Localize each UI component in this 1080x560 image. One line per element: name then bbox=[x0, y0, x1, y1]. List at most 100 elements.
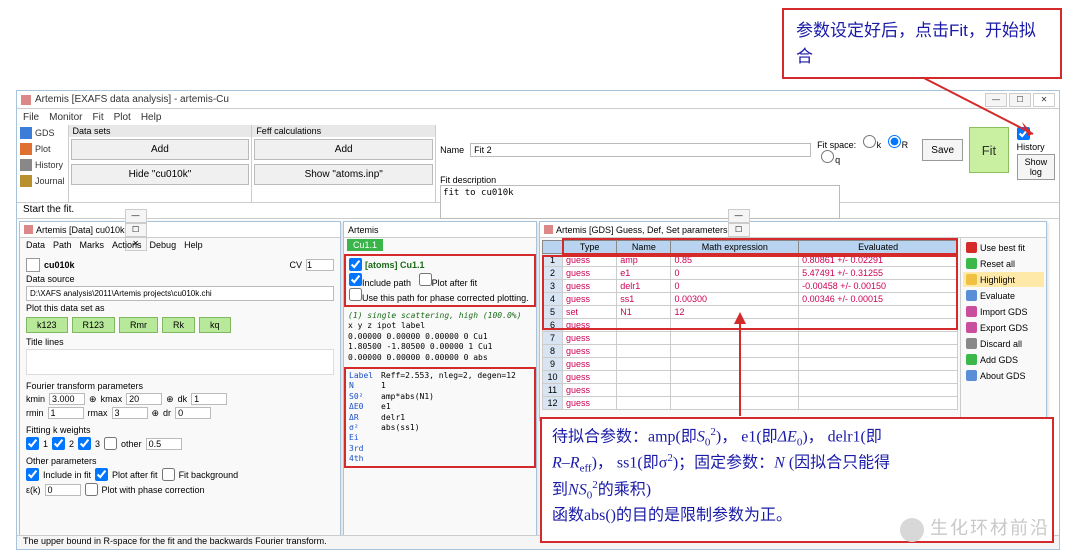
datasets-add-button[interactable]: Add bbox=[71, 139, 250, 160]
gds-icon bbox=[20, 127, 32, 139]
minimize-button[interactable]: — bbox=[985, 93, 1007, 107]
kother-check[interactable] bbox=[104, 437, 117, 450]
kother-input[interactable] bbox=[146, 438, 182, 450]
fit-button[interactable]: Fit bbox=[969, 127, 1008, 173]
cv-input[interactable] bbox=[306, 259, 334, 271]
table-row[interactable]: 9guess bbox=[543, 358, 958, 371]
gds-titlebar: Artemis [GDS] Guess, Def, Set parameters… bbox=[540, 222, 1046, 238]
fitbg-check[interactable] bbox=[162, 468, 175, 481]
plot-after-check[interactable] bbox=[419, 273, 432, 286]
dr-input[interactable] bbox=[175, 407, 211, 419]
dk-input[interactable] bbox=[191, 393, 227, 405]
gds-window-icon bbox=[544, 225, 553, 234]
other-params-label: Other parameters bbox=[26, 456, 334, 466]
rmax-input[interactable] bbox=[112, 407, 148, 419]
gds-max[interactable]: ☐ bbox=[728, 223, 750, 237]
data-name: cu010k bbox=[44, 260, 75, 270]
table-row[interactable]: 12guess bbox=[543, 397, 958, 410]
path-tab[interactable]: Cu1.1 bbox=[347, 239, 383, 251]
plot-icon bbox=[20, 143, 32, 155]
rmin-input[interactable] bbox=[48, 407, 84, 419]
main-menubar: File Monitor Fit Plot Help bbox=[17, 109, 1059, 125]
table-row[interactable]: 6guess bbox=[543, 319, 958, 332]
menu-fit[interactable]: Fit bbox=[92, 112, 103, 123]
gds-side-add-gds[interactable]: Add GDS bbox=[963, 352, 1044, 367]
path-checkbox[interactable] bbox=[349, 258, 362, 271]
data-window-menu: DataPathMarksActionsDebugHelp bbox=[20, 238, 340, 252]
table-row[interactable]: 2guesse105.47491 +/- 0.31255 bbox=[543, 267, 958, 280]
table-row[interactable]: 3guessdelr10-0.00458 +/- 0.00150 bbox=[543, 280, 958, 293]
gds-side-import-gds[interactable]: Import GDS bbox=[963, 304, 1044, 319]
history-checkbox[interactable]: History bbox=[1017, 127, 1055, 152]
eik-input[interactable] bbox=[45, 484, 81, 496]
k3-check[interactable] bbox=[78, 437, 91, 450]
title-lines-label: Title lines bbox=[26, 337, 334, 347]
gds-side-export-gds[interactable]: Export GDS bbox=[963, 320, 1044, 335]
data-min[interactable]: — bbox=[125, 209, 147, 223]
table-row[interactable]: 5setN112 bbox=[543, 306, 958, 319]
data-max[interactable]: ☐ bbox=[125, 223, 147, 237]
btn-k123[interactable]: k123 bbox=[26, 317, 68, 333]
feff-show-button[interactable]: Show "atoms.inp" bbox=[254, 164, 433, 185]
gds-window: Artemis [GDS] Guess, Def, Set parameters… bbox=[539, 221, 1047, 421]
gds-side-highlight[interactable]: Highlight bbox=[963, 272, 1044, 287]
table-row[interactable]: 11guess bbox=[543, 384, 958, 397]
fitspace-q[interactable] bbox=[821, 150, 834, 163]
btn-rmr[interactable]: Rmr bbox=[119, 317, 158, 333]
table-row[interactable]: 8guess bbox=[543, 345, 958, 358]
plotafter-check[interactable] bbox=[95, 468, 108, 481]
atoms-label: [atoms] Cu1.1 bbox=[365, 260, 425, 270]
phcorr-check[interactable] bbox=[85, 483, 98, 496]
k1-check[interactable] bbox=[26, 437, 39, 450]
include-check[interactable] bbox=[26, 468, 39, 481]
right-checks: History Show log bbox=[1013, 125, 1059, 202]
table-row[interactable]: 7guess bbox=[543, 332, 958, 345]
kmax-input[interactable] bbox=[126, 393, 162, 405]
feff-add-button[interactable]: Add bbox=[254, 139, 433, 160]
toolbar-journal[interactable]: Journal bbox=[17, 173, 68, 189]
datasets-hide-button[interactable]: Hide "cu010k" bbox=[71, 164, 250, 185]
datasource-label: Data source bbox=[26, 274, 334, 284]
use-path-check[interactable] bbox=[349, 288, 362, 301]
menu-file[interactable]: File bbox=[23, 112, 39, 123]
table-row[interactable]: 10guess bbox=[543, 371, 958, 384]
toolbar-gds[interactable]: GDS bbox=[17, 125, 68, 141]
gds-side-about-gds[interactable]: About GDS bbox=[963, 368, 1044, 383]
data-window-titlebar: Artemis [Data] cu010k —☐✕ bbox=[20, 222, 340, 238]
ft-params-label: Fourier transform parameters bbox=[26, 381, 334, 391]
kmin-input[interactable] bbox=[49, 393, 85, 405]
menu-monitor[interactable]: Monitor bbox=[49, 112, 82, 123]
showlog-button[interactable]: Show log bbox=[1017, 154, 1055, 180]
close-button[interactable]: ✕ bbox=[1033, 93, 1055, 107]
btn-kq[interactable]: kq bbox=[199, 317, 231, 333]
include-path-check[interactable] bbox=[349, 273, 362, 286]
toolbar-plot[interactable]: Plot bbox=[17, 141, 68, 157]
menu-plot[interactable]: Plot bbox=[114, 112, 131, 123]
gds-min[interactable]: — bbox=[728, 209, 750, 223]
fitspace-k[interactable] bbox=[863, 135, 876, 148]
table-row[interactable]: 4guessss10.003000.00346 +/- 0.00015 bbox=[543, 293, 958, 306]
table-row[interactable]: 1guessamp0.850.80861 +/- 0.02291 bbox=[543, 254, 958, 267]
maximize-button[interactable]: ☐ bbox=[1009, 93, 1031, 107]
fit-name-input[interactable] bbox=[470, 143, 811, 157]
title-lines-box[interactable] bbox=[26, 349, 334, 375]
gds-side-use-best-fit[interactable]: Use best fit bbox=[963, 240, 1044, 255]
fit-config-panel: Name Fit space: k R q Save Fit Fit descr… bbox=[436, 125, 1013, 202]
k2-check[interactable] bbox=[52, 437, 65, 450]
menu-help[interactable]: Help bbox=[141, 112, 162, 123]
desc-label: Fit description bbox=[440, 175, 496, 185]
save-button[interactable]: Save bbox=[922, 139, 963, 161]
gds-side-discard-all[interactable]: Discard all bbox=[963, 336, 1044, 351]
watermark: 生化环材前沿 bbox=[900, 514, 1050, 542]
upper-panels: GDS Plot History Journal Data sets Add H… bbox=[17, 125, 1059, 203]
btn-r123[interactable]: R123 bbox=[72, 317, 116, 333]
btn-rk[interactable]: Rk bbox=[162, 317, 195, 333]
name-label: Name bbox=[440, 145, 464, 155]
fitspace-r[interactable] bbox=[888, 135, 901, 148]
gds-side-evaluate[interactable]: Evaluate bbox=[963, 288, 1044, 303]
journal-icon bbox=[20, 175, 32, 187]
fit-description-input[interactable]: fit to cu010k bbox=[440, 185, 840, 219]
toolbar-history[interactable]: History bbox=[17, 157, 68, 173]
path-param-box: LabelReff=2.553, nleg=2, degen=12 N1 S0²… bbox=[344, 367, 536, 469]
gds-side-reset-all[interactable]: Reset all bbox=[963, 256, 1044, 271]
